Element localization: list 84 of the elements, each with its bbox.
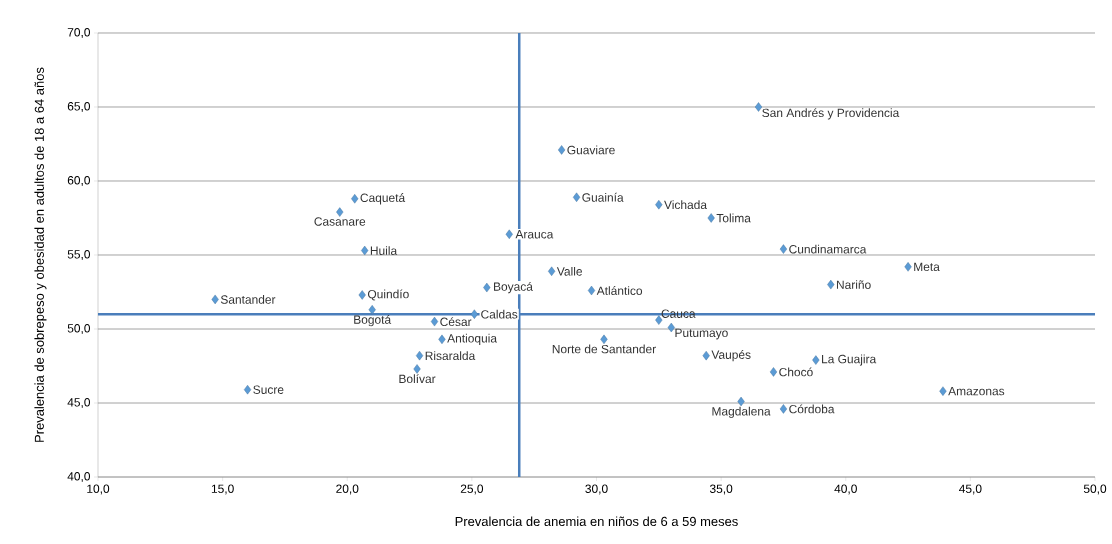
point — [769, 367, 778, 377]
point — [600, 334, 608, 345]
annotation: Cauca — [661, 309, 696, 318]
annotation: César — [440, 317, 472, 327]
annotation: Huila — [370, 246, 398, 255]
point — [904, 262, 912, 272]
x-axis-title: Prevalencia de anemia en niños de 6 a 59 meses — [455, 516, 738, 527]
point — [572, 192, 581, 202]
x-tick-label: 10,0 — [87, 484, 110, 495]
y-tick-label: 55,0 — [67, 250, 91, 260]
point — [737, 396, 745, 407]
annotation: Bogotá — [354, 314, 392, 327]
x-tick-label: 40,0 — [834, 484, 857, 495]
x-tick-label: 15,0 — [211, 484, 234, 495]
annotation: Casanare — [314, 217, 366, 226]
annotation: Guainía — [582, 192, 624, 202]
point — [430, 316, 439, 327]
point — [558, 145, 566, 155]
annotation: Chocó — [779, 367, 813, 377]
y-tick-label: 65,0 — [67, 102, 91, 112]
annotation: Antioquia — [447, 333, 497, 345]
point — [211, 294, 219, 305]
point — [358, 290, 366, 300]
y-tick-label: 50,0 — [67, 324, 91, 334]
annotation: Vaupés — [711, 350, 751, 362]
point — [939, 386, 947, 396]
annotation: Córdoba — [789, 404, 835, 414]
annotation: Guaviare — [567, 145, 615, 155]
y-axis-title: Prevalencia de sobrepeso y obesidad en adultos de 18 a 64 años — [34, 67, 47, 442]
x-tick-label: 20,0 — [336, 484, 359, 495]
y-tick-label: 70,0 — [67, 28, 91, 38]
point — [779, 244, 788, 254]
y-tick-label: 45,0 — [67, 398, 91, 408]
annotation: Vichada — [664, 200, 707, 210]
annotation: San Andrés y Providencia — [762, 108, 900, 120]
point — [779, 404, 788, 414]
point — [655, 315, 663, 325]
annotation: La Guajira — [822, 354, 877, 366]
point — [707, 213, 715, 223]
annotation: Magdalena — [712, 406, 771, 418]
annotation: Nariño — [836, 280, 871, 289]
annotation: Sucre — [253, 385, 284, 394]
point — [470, 309, 478, 319]
point — [368, 305, 376, 315]
annotation: Boyacá — [494, 281, 533, 294]
annotation: Valle — [556, 266, 582, 276]
x-tick-label: 35,0 — [709, 484, 733, 495]
point — [587, 285, 596, 296]
point — [812, 355, 820, 365]
point — [667, 322, 675, 333]
annotation: Tolima — [716, 213, 751, 223]
point — [415, 350, 424, 361]
annotation: Caquetá — [360, 193, 406, 205]
point — [754, 102, 763, 112]
point — [351, 194, 359, 204]
annotation: Cundinamarca — [789, 244, 867, 254]
annotation: Meta — [914, 262, 940, 271]
y-tick-label: 40,0 — [67, 472, 91, 482]
annotation: Putumayo — [675, 328, 728, 340]
point — [483, 282, 491, 293]
point — [413, 364, 421, 374]
point — [505, 229, 513, 239]
point — [827, 279, 835, 290]
x-tick-label: 50,0 — [1083, 484, 1107, 495]
annotation: Bolívar — [399, 374, 436, 384]
x-tick-label: 30,0 — [585, 484, 608, 495]
point — [548, 266, 556, 276]
y-tick-label: 60,0 — [67, 176, 91, 186]
point — [655, 199, 663, 210]
point — [361, 245, 369, 256]
x-tick-label: 25,0 — [460, 484, 484, 495]
annotation: Arauca — [515, 230, 554, 239]
point — [243, 384, 252, 395]
annotation: Atlántico — [596, 286, 643, 295]
annotation: Norte de Santander — [552, 344, 656, 354]
point — [336, 207, 344, 217]
x-tick-label: 45,0 — [959, 484, 982, 495]
annotation: Quindío — [367, 289, 409, 301]
annotation: Santander — [220, 295, 276, 304]
annotation: Caldas — [481, 309, 518, 319]
point — [702, 350, 710, 361]
annotation: Amazonas — [948, 386, 1005, 396]
annotation: Risaralda — [425, 351, 476, 361]
point — [438, 334, 446, 345]
